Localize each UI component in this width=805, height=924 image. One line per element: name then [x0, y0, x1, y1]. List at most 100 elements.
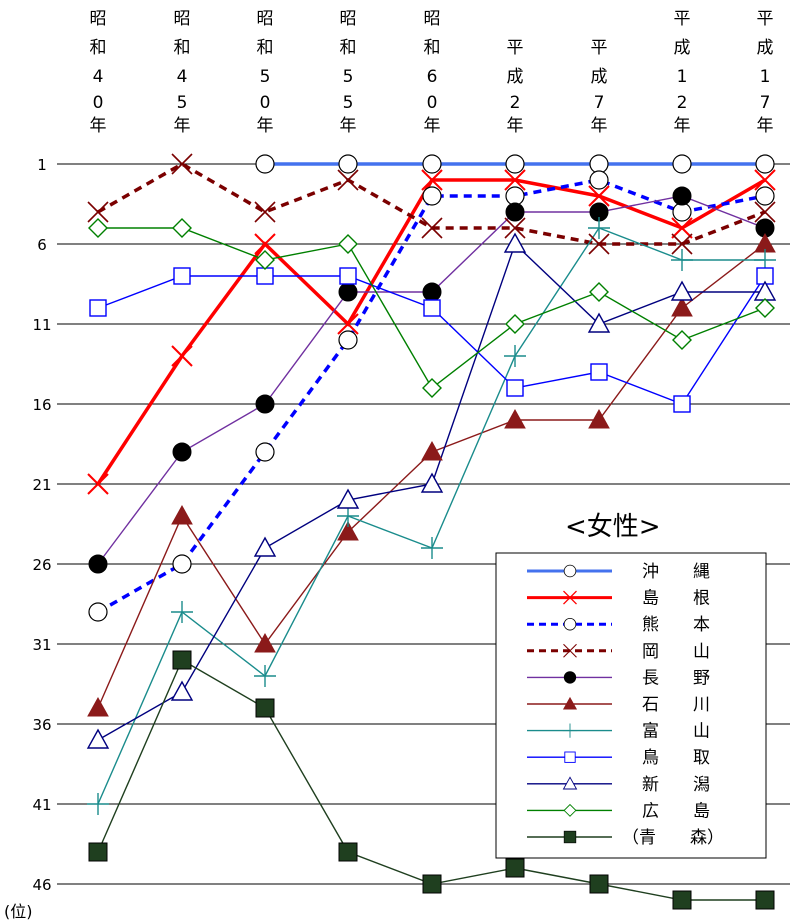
- legend-label: 富 山: [642, 722, 710, 742]
- category-label-char: 4: [177, 67, 188, 87]
- category-label-char: 0: [260, 93, 271, 113]
- data-point: [671, 296, 693, 317]
- legend-label: 新 潟: [642, 775, 710, 795]
- data-point: [589, 154, 609, 174]
- data-point: [505, 858, 525, 878]
- data-point: [89, 299, 107, 317]
- data-point: [503, 232, 527, 253]
- y-axis-unit: (位): [4, 902, 33, 921]
- category-label-char: 成: [507, 67, 524, 87]
- data-point: [172, 650, 192, 670]
- legend-marker: [563, 643, 577, 658]
- data-point: [255, 442, 275, 462]
- data-point: [421, 217, 443, 239]
- data-point: [563, 671, 577, 684]
- category-label-char: 5: [177, 93, 188, 113]
- category-label-char: 成: [757, 38, 774, 58]
- series-markers-6: [87, 217, 776, 815]
- category-label-char: 昭: [90, 9, 107, 29]
- data-point: [255, 154, 275, 174]
- data-point: [423, 299, 441, 317]
- data-point: [337, 520, 359, 541]
- y-tick-label: 16: [32, 396, 51, 414]
- data-point: [563, 803, 577, 817]
- data-point: [171, 601, 193, 623]
- legend-label: 沖 縄: [642, 562, 710, 582]
- data-point: [672, 202, 692, 222]
- data-point: [255, 250, 275, 270]
- category-label-char: 和: [174, 38, 191, 58]
- y-tick-label: 1: [37, 156, 47, 174]
- data-point: [563, 830, 577, 844]
- category-label-char: 1: [760, 67, 771, 87]
- legend-label: 鳥 取: [642, 748, 710, 768]
- data-point: [88, 842, 108, 862]
- category-label-char: 年: [174, 116, 191, 136]
- data-point: [504, 408, 526, 429]
- data-point: [671, 217, 693, 239]
- y-tick-label: 41: [32, 796, 51, 814]
- legend-marker: [563, 803, 577, 817]
- data-point: [505, 314, 525, 334]
- y-tick-label: 21: [32, 476, 51, 494]
- category-label-char: 和: [424, 38, 441, 58]
- data-point: [87, 201, 109, 223]
- data-point: [504, 345, 526, 367]
- data-point: [256, 267, 274, 285]
- data-point: [672, 154, 692, 174]
- data-point: [254, 632, 276, 653]
- category-label-char: 平: [674, 9, 691, 29]
- data-point: [422, 282, 442, 302]
- series-markers-2: [88, 170, 775, 622]
- data-point: [562, 723, 578, 738]
- series-markers-1: [87, 169, 776, 495]
- data-point: [589, 170, 609, 190]
- category-label-char: 和: [257, 38, 274, 58]
- data-point: [672, 330, 692, 350]
- data-point: [505, 202, 525, 222]
- legend-label: 広 島: [642, 801, 710, 821]
- data-point: [422, 874, 442, 894]
- data-point: [87, 696, 109, 717]
- data-point: [563, 643, 577, 658]
- data-point: [506, 379, 524, 397]
- category-label-char: 0: [93, 93, 104, 113]
- data-point: [338, 330, 358, 350]
- data-point: [254, 201, 276, 223]
- category-label-char: 和: [90, 38, 107, 58]
- data-point: [672, 890, 692, 910]
- data-point: [421, 537, 443, 559]
- data-point: [588, 217, 610, 239]
- category-label-char: 年: [591, 116, 608, 136]
- data-point: [171, 345, 193, 367]
- data-point: [170, 680, 194, 701]
- legend-marker: [562, 696, 578, 710]
- data-point: [754, 201, 776, 223]
- legend-label: 島 根: [642, 589, 710, 609]
- category-label-char: 昭: [174, 9, 191, 29]
- legend-box: [495, 552, 767, 859]
- data-point: [172, 554, 192, 574]
- category-label-char: 2: [677, 93, 688, 113]
- category-label-char: 5: [343, 67, 354, 87]
- legend-marker: [562, 776, 578, 790]
- category-label-char: 2: [510, 93, 521, 113]
- series-markers-0: [255, 154, 775, 174]
- data-point: [422, 378, 442, 398]
- data-point: [337, 169, 359, 191]
- series-lines: [86, 153, 777, 910]
- data-point: [755, 298, 775, 318]
- data-point: [87, 473, 109, 495]
- data-point: [338, 234, 358, 254]
- category-label-char: 4: [93, 67, 104, 87]
- category-label-char: 平: [591, 38, 608, 58]
- y-tick-label: 31: [32, 636, 51, 654]
- data-point: [753, 280, 777, 301]
- series-markers-8: [86, 232, 777, 749]
- data-point: [172, 442, 192, 462]
- data-point: [754, 169, 776, 191]
- data-point: [563, 590, 577, 605]
- data-point: [670, 280, 694, 301]
- y-tick-label: 11: [32, 316, 51, 334]
